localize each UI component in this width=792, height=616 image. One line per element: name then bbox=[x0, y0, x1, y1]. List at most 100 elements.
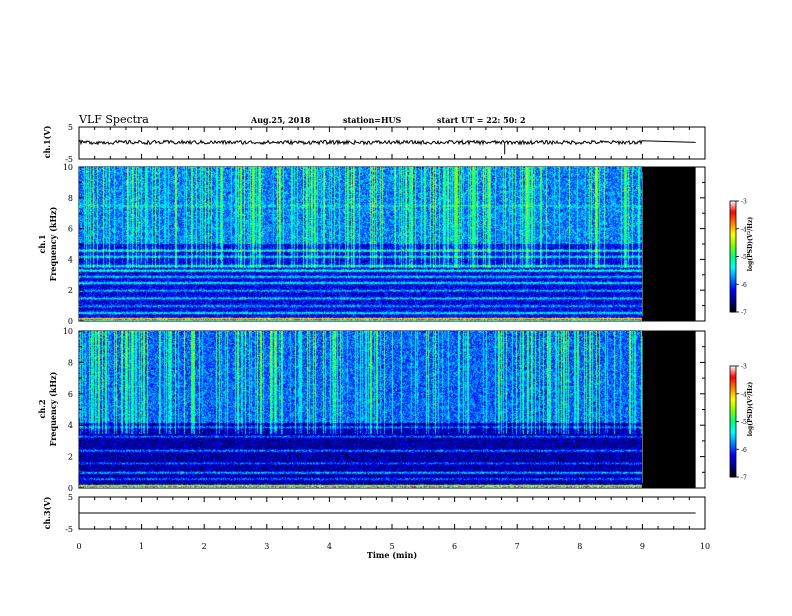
colorbar-cell bbox=[730, 258, 736, 261]
colorbar-cell bbox=[730, 449, 736, 452]
colorbar-cell bbox=[730, 458, 736, 461]
ch1-waveform-trace bbox=[78, 138, 696, 155]
colorbar-cell bbox=[730, 415, 736, 419]
colorbar-cell bbox=[730, 239, 736, 243]
colorbar-cell bbox=[730, 286, 736, 289]
time-tick-label: 10 bbox=[700, 542, 710, 551]
colorbar-cell bbox=[730, 226, 736, 230]
colorbar-cell bbox=[730, 414, 736, 417]
no-data-region bbox=[642, 167, 696, 321]
ch3-waveform-panel: 5 -5 ch.3(V) bbox=[42, 493, 696, 534]
colorbar-cell bbox=[730, 287, 736, 291]
colorbar-cell bbox=[730, 300, 736, 304]
time-tick-label: 9 bbox=[640, 542, 645, 551]
colorbar-cell bbox=[730, 434, 736, 437]
colorbar-cell bbox=[730, 217, 736, 220]
freq-tick-label: 6 bbox=[68, 225, 73, 234]
colorbar-cell bbox=[730, 443, 736, 447]
colorbar-cell bbox=[730, 456, 736, 459]
date-label: Aug.25, 2018 bbox=[250, 115, 311, 125]
colorbar-tick-label: -5 bbox=[741, 254, 747, 261]
colorbar-cell bbox=[730, 373, 736, 376]
colorbar-cell bbox=[730, 213, 736, 217]
colorbar-cell bbox=[730, 475, 736, 478]
ch1-colorbar-label: log(PSD)(V²/Hz) bbox=[747, 217, 754, 272]
colorbar-cell bbox=[730, 399, 736, 402]
colorbar-cell bbox=[730, 452, 736, 456]
colorbar-cell bbox=[730, 295, 736, 298]
freq-tick-label: 2 bbox=[68, 453, 73, 462]
colorbar-cell bbox=[730, 467, 736, 471]
colorbar-cell bbox=[730, 427, 736, 430]
freq-tick-label: 0 bbox=[68, 484, 73, 493]
colorbar-cell bbox=[730, 306, 736, 309]
colorbar-cell bbox=[730, 302, 736, 306]
colorbar-cell bbox=[730, 406, 736, 410]
ch3-ytick-top: 5 bbox=[68, 493, 73, 502]
ch1-spectrogram-panel: ch.1 Frequency (kHz) 0 2 4 6 8 10 bbox=[37, 163, 705, 326]
colorbar-cell bbox=[730, 225, 736, 228]
ch3-waveform-ylabel: ch.3(V) bbox=[42, 496, 52, 529]
colorbar-cell bbox=[730, 419, 736, 422]
colorbar-cell bbox=[730, 432, 736, 435]
colorbar-cell bbox=[730, 438, 736, 441]
colorbar-cell bbox=[730, 208, 736, 211]
colorbar-cell bbox=[730, 367, 736, 371]
colorbar-cell bbox=[730, 250, 736, 254]
ch3-ytick-bottom: -5 bbox=[65, 525, 73, 534]
ch2-spectrogram-panel: ch.2 Frequency (kHz) 0 2 4 6 8 10 bbox=[37, 327, 705, 493]
colorbar-cell bbox=[730, 210, 736, 213]
colorbar-cell bbox=[730, 234, 736, 237]
ch1-spec-ylabel: ch.1 bbox=[37, 234, 47, 253]
colorbar-cell bbox=[730, 262, 736, 265]
colorbar-cell bbox=[730, 223, 736, 226]
colorbar-cell bbox=[730, 310, 736, 313]
colorbar-cell bbox=[730, 423, 736, 426]
time-tick-label: 4 bbox=[327, 542, 332, 551]
colorbar-cell bbox=[730, 289, 736, 293]
colorbar-cell bbox=[730, 204, 736, 208]
colorbar-cell bbox=[730, 238, 736, 241]
station-label: station=HUS bbox=[343, 115, 402, 125]
freq-tick-label: 2 bbox=[68, 286, 73, 295]
colorbar-cell bbox=[730, 263, 736, 267]
colorbar-cell bbox=[730, 267, 736, 270]
colorbar-cell bbox=[730, 390, 736, 393]
colorbar-cell bbox=[730, 384, 736, 387]
ch2-freq-ylabel: Frequency (kHz) bbox=[48, 371, 58, 446]
colorbar-cell bbox=[730, 252, 736, 256]
colorbar-cell bbox=[730, 428, 736, 432]
colorbar-cell bbox=[730, 269, 736, 272]
colorbar-cell bbox=[730, 271, 736, 274]
colorbar-cell bbox=[730, 260, 736, 263]
spectrogram-image bbox=[79, 331, 642, 488]
freq-tick-label: 8 bbox=[68, 358, 73, 367]
colorbar-cell bbox=[730, 386, 736, 389]
colorbar-cell bbox=[730, 378, 736, 382]
spectrogram-image bbox=[79, 167, 642, 321]
colorbar-tick-label: -7 bbox=[741, 475, 747, 482]
colorbar-cell bbox=[730, 440, 736, 443]
colorbar-cell bbox=[730, 215, 736, 219]
colorbar-cell bbox=[730, 425, 736, 428]
colorbar-tick-label: -4 bbox=[741, 226, 747, 233]
colorbar-cell bbox=[730, 249, 736, 252]
colorbar-cell bbox=[730, 275, 736, 278]
figure-title: VLF Spectra bbox=[78, 113, 149, 126]
colorbar-cell bbox=[730, 278, 736, 282]
freq-tick-label: 10 bbox=[63, 163, 73, 172]
time-tick-label: 8 bbox=[577, 542, 582, 551]
colorbar-cell bbox=[730, 247, 736, 250]
colorbar-cell bbox=[730, 403, 736, 406]
colorbar-cell bbox=[730, 221, 736, 224]
colorbar-cell bbox=[730, 445, 736, 448]
colorbar-cell bbox=[730, 293, 736, 296]
colorbar-cell bbox=[730, 297, 736, 300]
colorbar-cell bbox=[730, 280, 736, 283]
colorbar-cell bbox=[730, 366, 736, 369]
colorbar-cell bbox=[730, 451, 736, 454]
colorbar-cell bbox=[730, 375, 736, 378]
colorbar-cell bbox=[730, 265, 736, 269]
colorbar-cell bbox=[730, 232, 736, 235]
